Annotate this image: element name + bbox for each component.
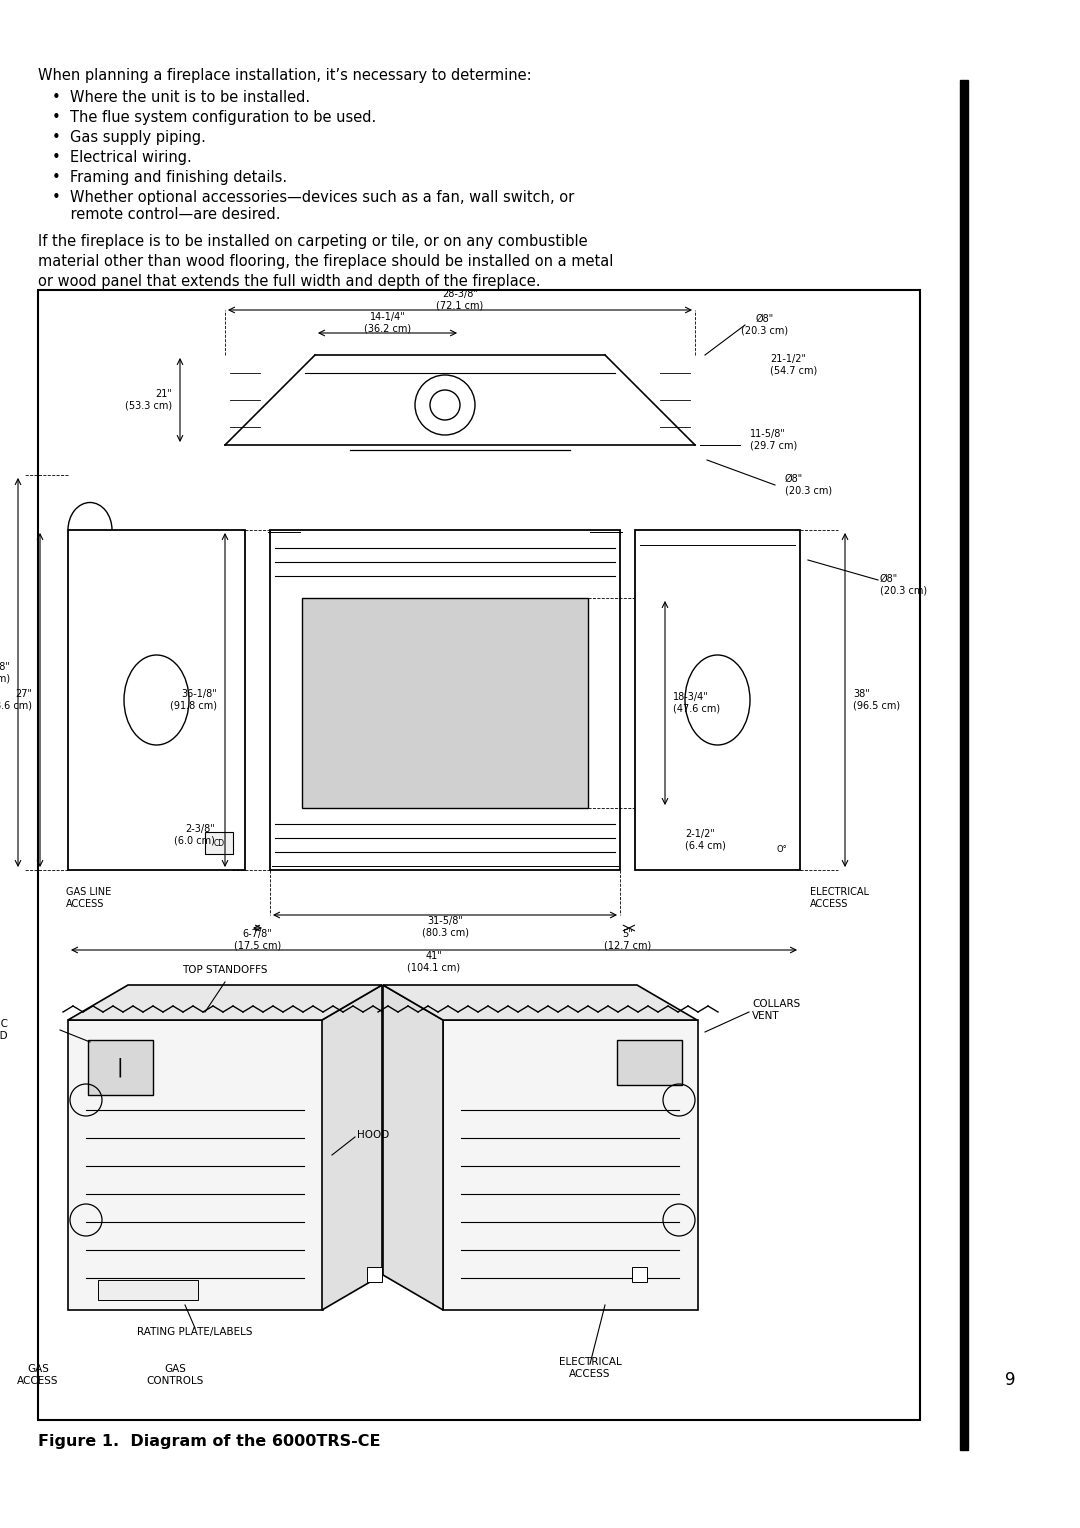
Text: 18-3/4"
(47.6 cm): 18-3/4" (47.6 cm) bbox=[673, 692, 720, 714]
Text: GAS
ACCESS: GAS ACCESS bbox=[17, 1365, 58, 1386]
Bar bbox=[632, 1267, 647, 1282]
Text: HOOD: HOOD bbox=[357, 1131, 389, 1140]
Text: TOP STANDOFFS: TOP STANDOFFS bbox=[183, 966, 268, 975]
Text: 11-5/8"
(29.7 cm): 11-5/8" (29.7 cm) bbox=[750, 429, 797, 451]
Text: 36-1/8"
(91.8 cm): 36-1/8" (91.8 cm) bbox=[170, 689, 217, 711]
Text: or wood panel that extends the full width and depth of the fireplace.: or wood panel that extends the full widt… bbox=[38, 274, 540, 289]
Text: ELECTRICAL
ACCESS: ELECTRICAL ACCESS bbox=[810, 888, 869, 909]
Text: COLLARS
VENT: COLLARS VENT bbox=[752, 999, 800, 1021]
Bar bbox=[302, 597, 588, 808]
Text: •  Where the unit is to be installed.: • Where the unit is to be installed. bbox=[52, 90, 310, 105]
Text: 2-3/8"
(6.0 cm): 2-3/8" (6.0 cm) bbox=[174, 824, 215, 847]
Text: GAS
CONTROLS: GAS CONTROLS bbox=[146, 1365, 204, 1386]
Text: If the fireplace is to be installed on carpeting or tile, or on any combustible: If the fireplace is to be installed on c… bbox=[38, 234, 588, 249]
Text: ELECTRICAL
ACCESS: ELECTRICAL ACCESS bbox=[558, 1357, 621, 1378]
Text: CD: CD bbox=[214, 839, 225, 848]
Bar bbox=[270, 530, 620, 869]
Text: 9: 9 bbox=[1004, 1371, 1015, 1389]
Polygon shape bbox=[322, 986, 382, 1309]
Text: GAS LINE
ACCESS: GAS LINE ACCESS bbox=[66, 888, 111, 909]
Text: O°: O° bbox=[777, 845, 787, 854]
Bar bbox=[635, 530, 800, 869]
Text: When planning a fireplace installation, it’s necessary to determine:: When planning a fireplace installation, … bbox=[38, 69, 531, 83]
Text: CERAMIC
FIBER PAD: CERAMIC FIBER PAD bbox=[0, 1019, 8, 1041]
Polygon shape bbox=[383, 986, 697, 1021]
Text: 41"
(104.1 cm): 41" (104.1 cm) bbox=[407, 952, 460, 973]
Bar bbox=[443, 1021, 698, 1309]
Bar bbox=[367, 1267, 382, 1282]
Text: |: | bbox=[117, 1057, 123, 1077]
Text: •  Electrical wiring.: • Electrical wiring. bbox=[52, 150, 192, 165]
Text: material other than wood flooring, the fireplace should be installed on a metal: material other than wood flooring, the f… bbox=[38, 254, 613, 269]
Text: Ø8"
(20.3 cm): Ø8" (20.3 cm) bbox=[742, 315, 788, 336]
Text: 31-5/8"
(80.3 cm): 31-5/8" (80.3 cm) bbox=[421, 917, 469, 938]
Text: •  The flue system configuration to be used.: • The flue system configuration to be us… bbox=[52, 110, 376, 125]
Text: 6-7/8"
(17.5 cm): 6-7/8" (17.5 cm) bbox=[234, 929, 281, 950]
Polygon shape bbox=[383, 986, 443, 1309]
Bar bbox=[68, 530, 245, 869]
Text: 27"
(68.6 cm): 27" (68.6 cm) bbox=[0, 689, 32, 711]
Text: Ø8"
(20.3 cm): Ø8" (20.3 cm) bbox=[785, 474, 832, 495]
Text: 41-7/8"
(106.4 cm): 41-7/8" (106.4 cm) bbox=[0, 662, 10, 683]
Text: 5"
(12.7 cm): 5" (12.7 cm) bbox=[604, 929, 651, 950]
Text: 21"
(53.3 cm): 21" (53.3 cm) bbox=[125, 390, 172, 411]
Text: 14-1/4"
(36.2 cm): 14-1/4" (36.2 cm) bbox=[364, 312, 411, 333]
Bar bbox=[87, 1041, 153, 1096]
Text: 28-3/8"
(72.1 cm): 28-3/8" (72.1 cm) bbox=[436, 289, 484, 310]
Bar bbox=[38, 290, 920, 1420]
Text: •  Whether optional accessories—devices such as a fan, wall switch, or
    remot: • Whether optional accessories—devices s… bbox=[52, 189, 575, 223]
Text: •  Framing and finishing details.: • Framing and finishing details. bbox=[52, 170, 287, 185]
Bar bbox=[617, 1041, 681, 1085]
Bar bbox=[98, 1280, 198, 1300]
Bar bbox=[205, 833, 233, 854]
Text: Figure 1.  Diagram of the 6000TRS-CE: Figure 1. Diagram of the 6000TRS-CE bbox=[38, 1433, 380, 1449]
Text: 38"
(96.5 cm): 38" (96.5 cm) bbox=[853, 689, 900, 711]
Text: 2-1/2"
(6.4 cm): 2-1/2" (6.4 cm) bbox=[685, 830, 726, 851]
Bar bbox=[960, 79, 968, 1450]
Text: •  Gas supply piping.: • Gas supply piping. bbox=[52, 130, 206, 145]
Bar bbox=[68, 1021, 323, 1309]
Text: Ø8"
(20.3 cm): Ø8" (20.3 cm) bbox=[880, 575, 927, 596]
Text: RATING PLATE/LABELS: RATING PLATE/LABELS bbox=[137, 1326, 253, 1337]
Polygon shape bbox=[68, 986, 382, 1021]
Text: 21-1/2"
(54.7 cm): 21-1/2" (54.7 cm) bbox=[770, 354, 818, 376]
